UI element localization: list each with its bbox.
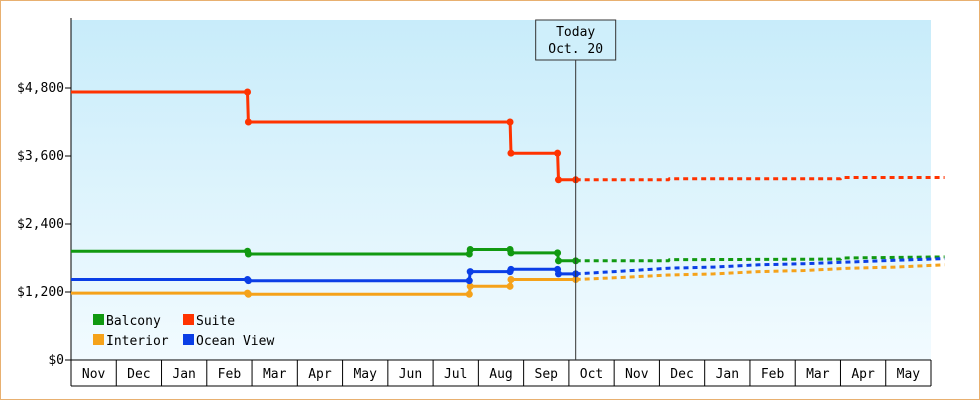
data-point [244,88,252,96]
data-point [465,290,473,298]
x-tick-label: Feb [761,367,785,382]
x-tick-label: Aug [489,367,512,382]
data-point [244,290,252,298]
x-tick-label: Sep [535,367,559,382]
x-tick-label: Oct [580,367,603,382]
legend-label: Ocean View [196,334,274,349]
today-date-label: Oct. 20 [548,42,603,57]
legend-label: Interior [106,334,169,349]
data-point [554,257,562,265]
x-tick-label: Nov [625,367,649,382]
y-tick-label: $1,200 [17,285,64,300]
data-point [507,149,515,157]
y-tick-label: $0 [48,353,64,368]
series-ocean-view [71,257,945,285]
x-axis: Nov Dec Jan Feb Mar Apr May Jun Jul Aug Sep Oct Nov D… [70,359,932,387]
forecast-line [575,257,945,276]
x-tick-label: Dec [127,367,150,382]
legend-label: Balcony [106,314,161,329]
x-tick-label: Feb [218,367,242,382]
data-point [244,277,252,285]
x-tick-label: Apr [308,367,332,382]
legend-swatch [183,334,194,345]
x-tick-label: Mar [263,367,287,382]
data-point [466,268,474,276]
today-callout-box [535,19,617,61]
x-tick-label: Nov [82,367,106,382]
x-tick-label: Jun [399,367,422,382]
x-tick-label: Jan [716,367,739,382]
x-tick-label: May [897,367,921,382]
data-point [506,282,514,290]
forecast-line [575,255,945,263]
data-point [244,118,252,126]
legend-item: Suite [183,314,235,329]
legend-item: Balcony [93,314,161,329]
y-tick-label: $3,600 [17,149,64,164]
x-tick-label: Mar [806,367,830,382]
data-point [554,249,562,257]
data-point [244,250,252,258]
y-axis: $0 $1,200 $2,400 $3,600 $4,800 [17,18,72,386]
legend-swatch [93,314,104,325]
legend-item: Interior [93,334,169,349]
data-point [554,270,562,278]
legend-item: Ocean View [183,334,274,349]
legend-swatch [93,334,104,345]
legend-swatch [183,314,194,325]
x-tick-label: Apr [851,367,875,382]
data-point [507,276,515,284]
data-point [506,118,514,126]
forecast-line [575,263,945,281]
data-point [554,176,562,184]
x-tick-label: Jan [172,367,195,382]
x-tick-label: May [353,367,377,382]
y-tick-label: $2,400 [17,217,64,232]
legend: Balcony Suite Interior Ocean View [93,314,274,349]
today-marker: Today Oct. 20 [535,19,617,360]
data-point [554,149,562,157]
x-tick-label: Dec [670,367,693,382]
data-point [466,282,474,290]
series-interior [71,263,945,298]
data-point [465,277,473,285]
series-layer [71,88,945,298]
data-point [507,265,515,273]
x-tick-label: Jul [444,367,467,382]
series-balcony [71,246,945,265]
today-label: Today [556,25,595,40]
data-point [466,246,474,253]
y-tick-label: $4,800 [17,81,64,96]
data-point [507,249,515,257]
legend-label: Suite [196,314,235,329]
plot-background [71,20,931,360]
